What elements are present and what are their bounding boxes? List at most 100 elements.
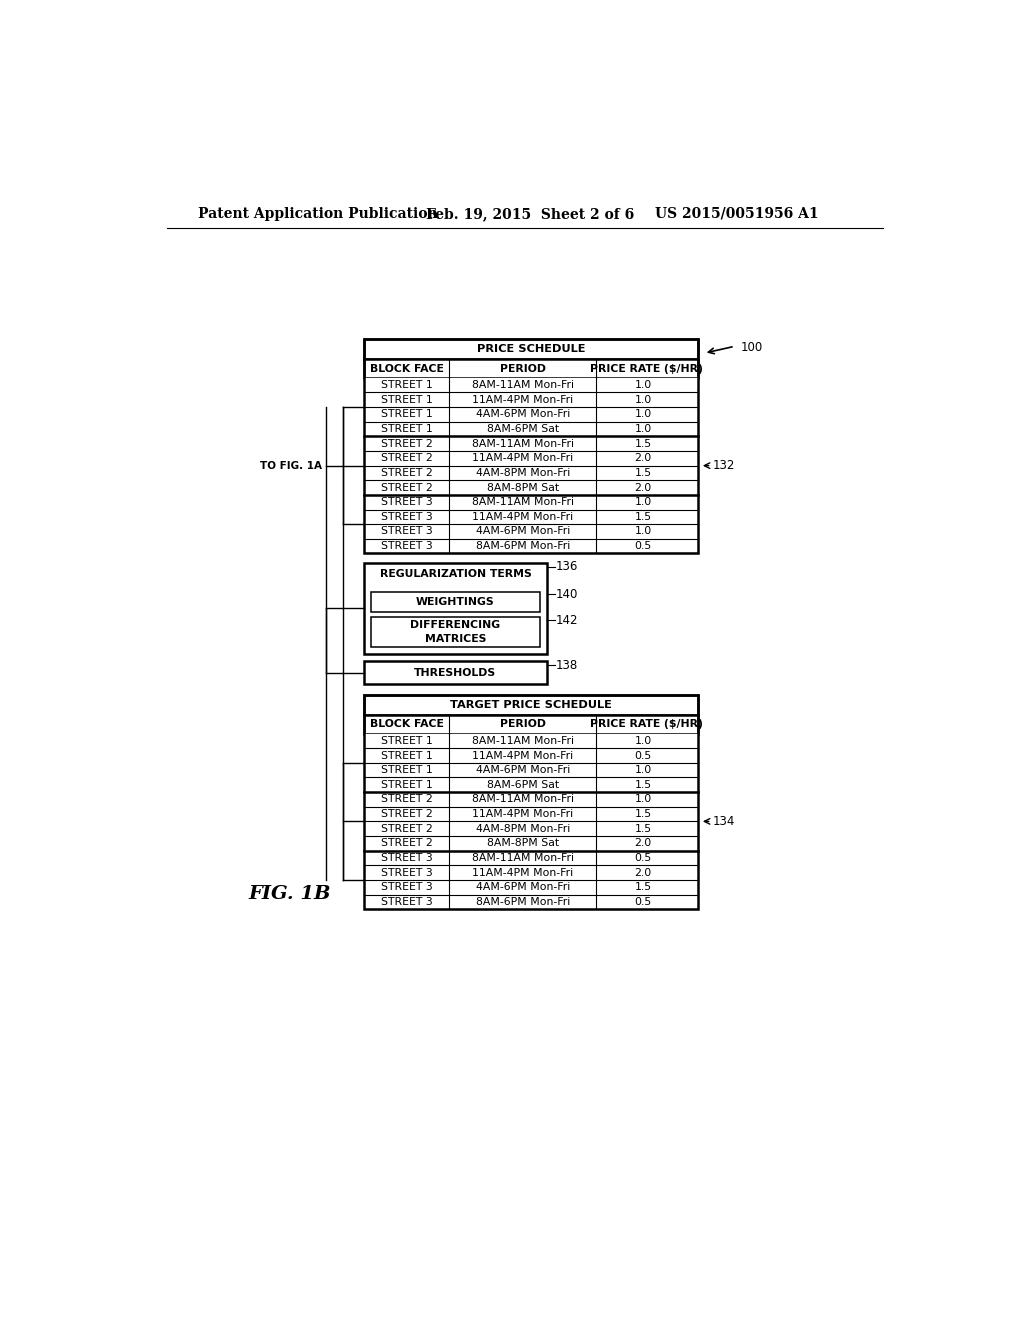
Text: PRICE RATE ($/HR): PRICE RATE ($/HR) — [591, 363, 703, 374]
Text: 1.0: 1.0 — [635, 737, 652, 746]
Bar — [365, 466, 697, 480]
Bar — [365, 895, 697, 909]
Text: PERIOD: PERIOD — [500, 719, 546, 730]
Text: 4AM-8PM Mon-Fri: 4AM-8PM Mon-Fri — [475, 469, 569, 478]
Text: 2.0: 2.0 — [635, 453, 652, 463]
Text: 134: 134 — [713, 814, 735, 828]
Text: STREET 1: STREET 1 — [381, 737, 433, 746]
Text: 8AM-6PM Mon-Fri: 8AM-6PM Mon-Fri — [475, 541, 569, 550]
Text: 1.0: 1.0 — [635, 527, 652, 536]
Text: STREET 3: STREET 3 — [381, 498, 433, 507]
Text: STREET 1: STREET 1 — [381, 409, 433, 420]
Text: STREET 3: STREET 3 — [381, 853, 433, 863]
Text: 1.5: 1.5 — [635, 512, 651, 521]
Text: 0.5: 0.5 — [635, 751, 652, 760]
Text: STREET 2: STREET 2 — [381, 438, 433, 449]
Text: STREET 2: STREET 2 — [381, 824, 433, 834]
Text: 142: 142 — [556, 614, 579, 627]
Bar — [365, 451, 697, 466]
Text: 1.0: 1.0 — [635, 395, 652, 405]
Text: 8AM-6PM Sat: 8AM-6PM Sat — [486, 780, 559, 789]
Text: 8AM-8PM Sat: 8AM-8PM Sat — [486, 838, 559, 849]
Bar — [365, 495, 697, 510]
Text: STREET 2: STREET 2 — [381, 795, 433, 804]
Text: STREET 2: STREET 2 — [381, 469, 433, 478]
Bar — [365, 392, 697, 407]
Text: STREET 3: STREET 3 — [381, 527, 433, 536]
Text: 11AM-4PM Mon-Fri: 11AM-4PM Mon-Fri — [472, 751, 573, 760]
Text: WEIGHTINGS: WEIGHTINGS — [416, 597, 495, 607]
Text: 1.0: 1.0 — [635, 424, 652, 434]
Text: REGULARIZATION TERMS: REGULARIZATION TERMS — [380, 569, 531, 579]
Bar — [365, 407, 697, 422]
Text: STREET 2: STREET 2 — [381, 483, 433, 492]
Bar — [365, 339, 697, 359]
Bar — [365, 539, 697, 553]
Text: 8AM-11AM Mon-Fri: 8AM-11AM Mon-Fri — [472, 737, 573, 746]
Bar — [371, 591, 541, 612]
Bar — [365, 792, 697, 807]
Bar — [365, 359, 697, 378]
Text: DIFFERENCING
MATRICES: DIFFERENCING MATRICES — [411, 620, 501, 644]
Text: 1.5: 1.5 — [635, 438, 651, 449]
Text: TARGET PRICE SCHEDULE: TARGET PRICE SCHEDULE — [451, 700, 612, 710]
Bar — [365, 715, 697, 734]
Text: 8AM-11AM Mon-Fri: 8AM-11AM Mon-Fri — [472, 380, 573, 391]
Bar — [365, 562, 547, 653]
Text: 132: 132 — [713, 459, 735, 473]
Bar — [365, 480, 697, 495]
Text: STREET 2: STREET 2 — [381, 838, 433, 849]
Text: STREET 3: STREET 3 — [381, 541, 433, 550]
Text: STREET 3: STREET 3 — [381, 867, 433, 878]
Bar — [365, 777, 697, 792]
Text: 1.0: 1.0 — [635, 766, 652, 775]
Bar — [365, 437, 697, 451]
Text: 11AM-4PM Mon-Fri: 11AM-4PM Mon-Fri — [472, 512, 573, 521]
Text: STREET 3: STREET 3 — [381, 882, 433, 892]
Text: Patent Application Publication: Patent Application Publication — [198, 207, 437, 220]
Text: PERIOD: PERIOD — [500, 363, 546, 374]
Text: 8AM-11AM Mon-Fri: 8AM-11AM Mon-Fri — [472, 438, 573, 449]
Text: STREET 1: STREET 1 — [381, 380, 433, 391]
Text: 136: 136 — [556, 560, 579, 573]
Text: PRICE SCHEDULE: PRICE SCHEDULE — [477, 345, 586, 354]
Bar — [365, 836, 697, 850]
Text: 4AM-6PM Mon-Fri: 4AM-6PM Mon-Fri — [475, 527, 569, 536]
Text: STREET 2: STREET 2 — [381, 453, 433, 463]
Text: PRICE RATE ($/HR): PRICE RATE ($/HR) — [591, 719, 703, 730]
Text: 140: 140 — [556, 587, 579, 601]
Text: STREET 2: STREET 2 — [381, 809, 433, 818]
Bar — [365, 748, 697, 763]
Text: BLOCK FACE: BLOCK FACE — [370, 363, 443, 374]
Text: 8AM-11AM Mon-Fri: 8AM-11AM Mon-Fri — [472, 853, 573, 863]
Bar — [365, 661, 547, 684]
Text: Feb. 19, 2015  Sheet 2 of 6: Feb. 19, 2015 Sheet 2 of 6 — [426, 207, 635, 220]
Text: 2.0: 2.0 — [635, 483, 652, 492]
Text: 1.0: 1.0 — [635, 380, 652, 391]
Bar — [365, 524, 697, 539]
Text: 8AM-6PM Sat: 8AM-6PM Sat — [486, 424, 559, 434]
Text: US 2015/0051956 A1: US 2015/0051956 A1 — [655, 207, 818, 220]
Text: STREET 3: STREET 3 — [381, 512, 433, 521]
Bar — [365, 696, 697, 715]
Bar — [371, 616, 541, 647]
Text: 0.5: 0.5 — [635, 896, 652, 907]
Text: STREET 3: STREET 3 — [381, 896, 433, 907]
Bar — [365, 734, 697, 748]
Text: 8AM-6PM Mon-Fri: 8AM-6PM Mon-Fri — [475, 896, 569, 907]
Text: 0.5: 0.5 — [635, 853, 652, 863]
Text: 4AM-6PM Mon-Fri: 4AM-6PM Mon-Fri — [475, 766, 569, 775]
Text: 4AM-6PM Mon-Fri: 4AM-6PM Mon-Fri — [475, 409, 569, 420]
Text: TO FIG. 1A: TO FIG. 1A — [260, 461, 322, 471]
Bar — [365, 763, 697, 777]
Text: STREET 1: STREET 1 — [381, 395, 433, 405]
Bar — [365, 880, 697, 895]
Bar — [365, 378, 697, 392]
Text: 4AM-6PM Mon-Fri: 4AM-6PM Mon-Fri — [475, 882, 569, 892]
Text: STREET 1: STREET 1 — [381, 766, 433, 775]
Text: 11AM-4PM Mon-Fri: 11AM-4PM Mon-Fri — [472, 867, 573, 878]
Text: STREET 1: STREET 1 — [381, 424, 433, 434]
Text: 1.5: 1.5 — [635, 780, 651, 789]
Bar — [365, 422, 697, 437]
Text: 11AM-4PM Mon-Fri: 11AM-4PM Mon-Fri — [472, 453, 573, 463]
